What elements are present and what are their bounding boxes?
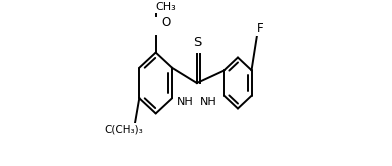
Text: NH: NH [177,97,194,107]
Text: S: S [192,36,201,49]
Text: CH₃: CH₃ [155,2,176,12]
Text: C(CH₃)₃: C(CH₃)₃ [104,124,143,134]
Text: O: O [161,16,170,29]
Text: F: F [256,22,263,35]
Text: NH: NH [200,97,217,107]
